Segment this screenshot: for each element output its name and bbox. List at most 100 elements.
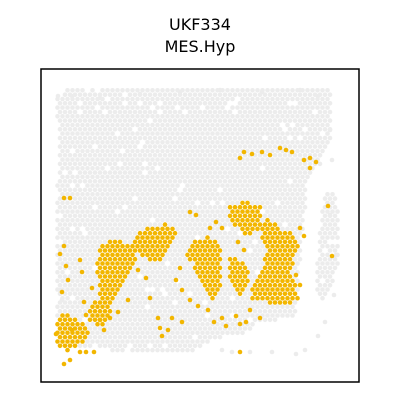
background-spot <box>177 109 183 115</box>
background-spot <box>200 330 205 336</box>
background-spot <box>142 343 148 349</box>
background-spot <box>167 282 173 288</box>
background-spot <box>177 334 183 340</box>
background-spot <box>82 308 88 314</box>
background-spot <box>95 122 100 128</box>
background-spot <box>302 179 308 184</box>
background-spot <box>60 235 65 240</box>
background-spot <box>80 88 85 93</box>
background-spot <box>302 109 308 115</box>
background-spot <box>112 222 118 227</box>
highlighted-spot <box>122 265 128 271</box>
background-spot <box>110 217 115 223</box>
background-spot <box>195 157 200 162</box>
background-spot <box>182 343 188 349</box>
background-spot <box>65 114 70 119</box>
highlighted-spot <box>267 248 273 253</box>
background-spot <box>172 204 178 210</box>
highlighted-spot <box>280 295 285 301</box>
background-spot <box>237 127 243 132</box>
background-spot <box>277 222 283 227</box>
background-spot <box>185 313 190 318</box>
background-spot <box>255 243 260 249</box>
background-spot <box>217 170 223 175</box>
background-spot <box>170 269 175 275</box>
background-spot <box>187 343 193 349</box>
background-spot <box>177 308 183 314</box>
background-spot <box>250 252 255 258</box>
background-spot <box>240 105 245 110</box>
highlighted-spot <box>122 256 128 262</box>
background-spot <box>175 321 180 327</box>
highlighted-spot <box>195 303 201 309</box>
background-spot <box>285 166 290 171</box>
background-spot <box>65 200 70 206</box>
background-spot <box>140 287 145 292</box>
background-spot <box>112 317 118 323</box>
highlighted-spot <box>72 334 78 340</box>
background-spot <box>95 192 100 197</box>
highlighted-spot <box>91 349 97 355</box>
background-spot <box>132 334 138 340</box>
background-spot <box>135 330 140 336</box>
background-spot <box>150 96 155 102</box>
background-spot <box>65 166 70 171</box>
highlighted-spot <box>293 272 299 278</box>
background-spot <box>297 256 303 262</box>
background-spot <box>232 308 238 314</box>
background-spot <box>210 131 215 136</box>
background-spot <box>262 118 268 123</box>
highlighted-spot <box>125 252 130 258</box>
background-spot <box>332 213 338 219</box>
background-spot <box>262 170 268 175</box>
background-spot <box>297 204 303 210</box>
background-spot <box>242 291 248 297</box>
background-spot <box>190 88 195 93</box>
background-spot <box>195 313 200 318</box>
background-spot <box>275 166 280 171</box>
background-spot <box>225 183 230 188</box>
background-spot <box>272 187 278 193</box>
background-spot <box>222 135 228 141</box>
background-spot <box>235 148 240 154</box>
background-spot <box>277 92 283 97</box>
background-spot <box>297 239 303 245</box>
background-spot <box>115 174 120 180</box>
background-spot <box>145 200 150 206</box>
background-spot <box>277 135 283 141</box>
highlighted-spot <box>97 282 103 288</box>
background-spot <box>65 192 70 197</box>
background-spot <box>325 252 330 258</box>
background-spot <box>250 183 255 188</box>
background-spot <box>175 209 180 214</box>
highlighted-spot <box>147 239 153 245</box>
highlighted-spot <box>242 213 248 219</box>
background-spot <box>232 196 238 201</box>
background-spot <box>90 122 95 128</box>
background-spot <box>80 122 85 128</box>
highlighted-spot <box>240 209 245 214</box>
background-spot <box>227 92 233 97</box>
background-spot <box>307 144 313 149</box>
background-spot <box>62 109 68 115</box>
background-spot <box>95 235 100 240</box>
background-spot <box>190 269 195 275</box>
background-spot <box>230 157 235 162</box>
highlighted-spot <box>250 217 255 223</box>
highlighted-spot <box>217 248 223 253</box>
background-spot <box>112 118 118 123</box>
background-spot <box>317 274 323 279</box>
background-spot <box>167 334 173 340</box>
highlighted-spot <box>137 230 143 236</box>
highlighted-spot <box>282 239 288 245</box>
background-spot <box>105 339 110 344</box>
background-spot <box>170 339 175 344</box>
background-spot <box>269 349 275 355</box>
background-spot <box>112 204 118 210</box>
background-spot <box>147 291 153 297</box>
background-spot <box>140 217 145 223</box>
background-spot <box>267 170 273 175</box>
background-spot <box>195 96 200 102</box>
highlighted-spot <box>102 317 108 323</box>
highlighted-spot <box>287 291 293 297</box>
